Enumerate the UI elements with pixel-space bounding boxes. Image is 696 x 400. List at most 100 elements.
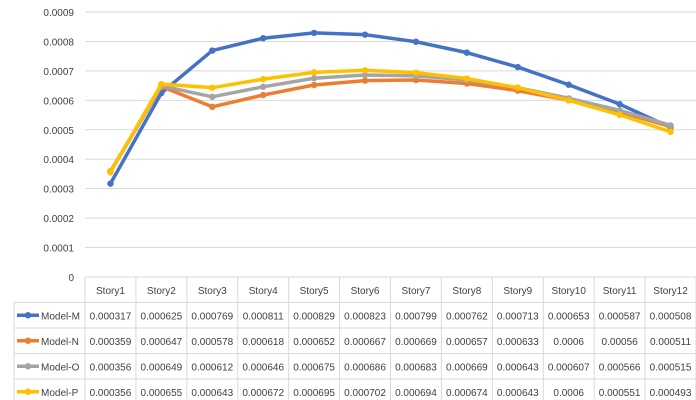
data-table-value: 0.000643 [191, 388, 233, 399]
data-table-value: 0.000823 [344, 311, 386, 322]
data-table-value: 0.0006 [553, 388, 584, 399]
data-table-value: 0.000653 [548, 311, 590, 322]
data-point [514, 84, 521, 91]
data-table-value: 0.000587 [599, 311, 641, 322]
data-table-value: 0.000649 [141, 362, 183, 373]
data-point [260, 35, 267, 42]
data-table-grid [13, 276, 696, 400]
series-line [108, 73, 673, 174]
data-point [310, 29, 318, 37]
data-point [209, 47, 216, 54]
legend-key-marker [24, 337, 32, 344]
category-label: Story6 [351, 286, 380, 297]
data-table-value: 0.000694 [395, 388, 437, 399]
data-point [463, 75, 471, 82]
data-point [361, 71, 369, 79]
y-tick-label: 0.0007 [43, 67, 74, 78]
data-point [209, 93, 216, 101]
legend-series-name: Model-P [41, 388, 79, 399]
category-label: Story9 [503, 286, 532, 297]
data-table-value: 0.0006 [553, 337, 584, 348]
data-table-value: 0.000713 [497, 311, 539, 322]
data-point [361, 77, 369, 84]
data-table-value: 0.000811 [243, 311, 284, 322]
data-table-value: 0.000317 [90, 311, 132, 322]
legend-key-marker [24, 312, 32, 319]
category-label: Story8 [452, 286, 481, 297]
legend-series-name: Model-M [41, 311, 80, 322]
data-table-value: 0.000625 [141, 311, 183, 322]
data-table-value: 0.000607 [548, 362, 590, 373]
legend-key-marker [24, 363, 32, 370]
data-table-value: 0.000702 [344, 388, 386, 399]
category-label: Story2 [147, 286, 176, 297]
category-label: Story7 [402, 286, 431, 297]
data-table-value: 0.000508 [650, 311, 692, 322]
y-tick-label: 0.0003 [43, 185, 74, 196]
data-point [616, 107, 623, 114]
y-tick-label: 0.0006 [43, 96, 74, 107]
data-point [260, 83, 267, 90]
category-label: Story5 [300, 286, 329, 297]
data-table-value: 0.000356 [90, 362, 132, 373]
data-point [412, 69, 420, 76]
data-table-value: 0.000493 [650, 388, 692, 399]
data-table-value: 0.000669 [446, 362, 488, 373]
series-line [108, 68, 673, 174]
data-table-value: 0.000686 [344, 362, 386, 373]
y-tick-label: 0.0004 [43, 155, 74, 166]
data-point [209, 84, 216, 91]
data-table-value: 0.000675 [293, 362, 335, 373]
data-table-value: 0.000612 [191, 362, 233, 373]
data-table-value: 0.000655 [141, 388, 183, 399]
data-point [616, 111, 623, 118]
data-point [565, 81, 572, 88]
data-point [667, 128, 674, 136]
data-table-value: 0.000672 [242, 388, 284, 399]
data-point [616, 100, 623, 108]
data-point [107, 168, 114, 176]
data-table-value: 0.000647 [141, 337, 183, 348]
data-point [310, 75, 318, 82]
data-table-value: 0.000643 [497, 388, 539, 399]
data-point [260, 91, 267, 99]
data-table-value: 0.000643 [497, 362, 539, 373]
data-point [310, 69, 318, 76]
data-point [412, 38, 420, 45]
legend-series-name: Model-N [41, 337, 79, 348]
data-point [209, 103, 216, 111]
category-label: Story10 [551, 286, 586, 297]
series-lines [107, 29, 674, 187]
legend-key-marker [24, 388, 32, 395]
data-table-value: 0.000359 [90, 337, 132, 348]
data-table-value: 0.00056 [602, 337, 639, 348]
y-tick-label: 0.0009 [43, 8, 74, 19]
data-table-value: 0.000695 [293, 388, 335, 399]
data-point [107, 180, 114, 187]
data-table: Story1 Story2 Story3 Story4 Story5 Story6 Stor… [17, 286, 692, 399]
data-table-value: 0.000667 [344, 337, 386, 348]
y-tick-label: 0 [68, 273, 74, 284]
data-point [260, 75, 267, 83]
data-point [514, 63, 521, 71]
gridlines [85, 11, 696, 249]
data-point [667, 122, 674, 129]
data-table-value: 0.000683 [395, 362, 437, 373]
category-label: Story1 [96, 286, 125, 297]
y-axis-ticks: 0 0.0001 0.0002 0.0003 0.0004 0.0005 0.0006 0.0… [43, 8, 74, 284]
data-table-value: 0.000657 [446, 337, 488, 348]
data-table-value: 0.000511 [650, 337, 691, 348]
y-tick-label: 0.0008 [43, 37, 74, 48]
data-point [463, 49, 471, 56]
data-point [310, 81, 318, 89]
data-table-value: 0.000515 [650, 362, 692, 373]
data-table-value: 0.000769 [191, 311, 233, 322]
data-point [361, 31, 369, 38]
data-table-value: 0.000829 [293, 311, 335, 322]
data-table-value: 0.000618 [242, 337, 284, 348]
data-table-value: 0.000578 [191, 337, 233, 348]
category-label: Story12 [653, 286, 688, 297]
data-table-value: 0.000356 [90, 388, 132, 399]
data-point [361, 67, 369, 74]
data-point [565, 97, 572, 104]
